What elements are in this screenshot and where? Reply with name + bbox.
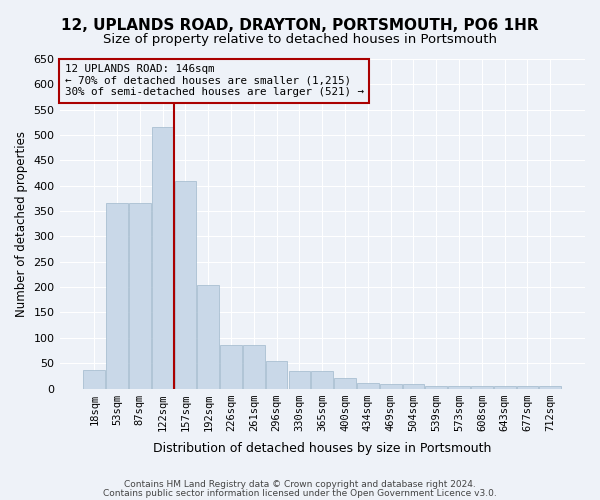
Bar [289, 371, 310, 388]
Bar [175, 180, 196, 388]
Bar [403, 384, 424, 388]
Text: Size of property relative to detached houses in Portsmouth: Size of property relative to detached ho… [103, 32, 497, 46]
Bar [220, 346, 242, 389]
X-axis label: Distribution of detached houses by size in Portsmouth: Distribution of detached houses by size … [153, 442, 491, 455]
Bar [448, 386, 470, 388]
Bar [425, 386, 447, 388]
Bar [334, 378, 356, 388]
Bar [197, 284, 219, 389]
Text: Contains public sector information licensed under the Open Government Licence v3: Contains public sector information licen… [103, 488, 497, 498]
Bar [471, 386, 493, 388]
Bar [380, 384, 401, 388]
Bar [129, 204, 151, 388]
Text: Contains HM Land Registry data © Crown copyright and database right 2024.: Contains HM Land Registry data © Crown c… [124, 480, 476, 489]
Bar [106, 204, 128, 388]
Bar [83, 370, 105, 388]
Text: 12, UPLANDS ROAD, DRAYTON, PORTSMOUTH, PO6 1HR: 12, UPLANDS ROAD, DRAYTON, PORTSMOUTH, P… [61, 18, 539, 32]
Bar [517, 386, 538, 388]
Bar [357, 384, 379, 388]
Bar [539, 386, 561, 388]
Text: 12 UPLANDS ROAD: 146sqm
← 70% of detached houses are smaller (1,215)
30% of semi: 12 UPLANDS ROAD: 146sqm ← 70% of detache… [65, 64, 364, 97]
Bar [311, 371, 333, 388]
Bar [494, 386, 515, 388]
Bar [152, 128, 173, 388]
Bar [243, 346, 265, 389]
Y-axis label: Number of detached properties: Number of detached properties [15, 131, 28, 317]
Bar [266, 360, 287, 388]
